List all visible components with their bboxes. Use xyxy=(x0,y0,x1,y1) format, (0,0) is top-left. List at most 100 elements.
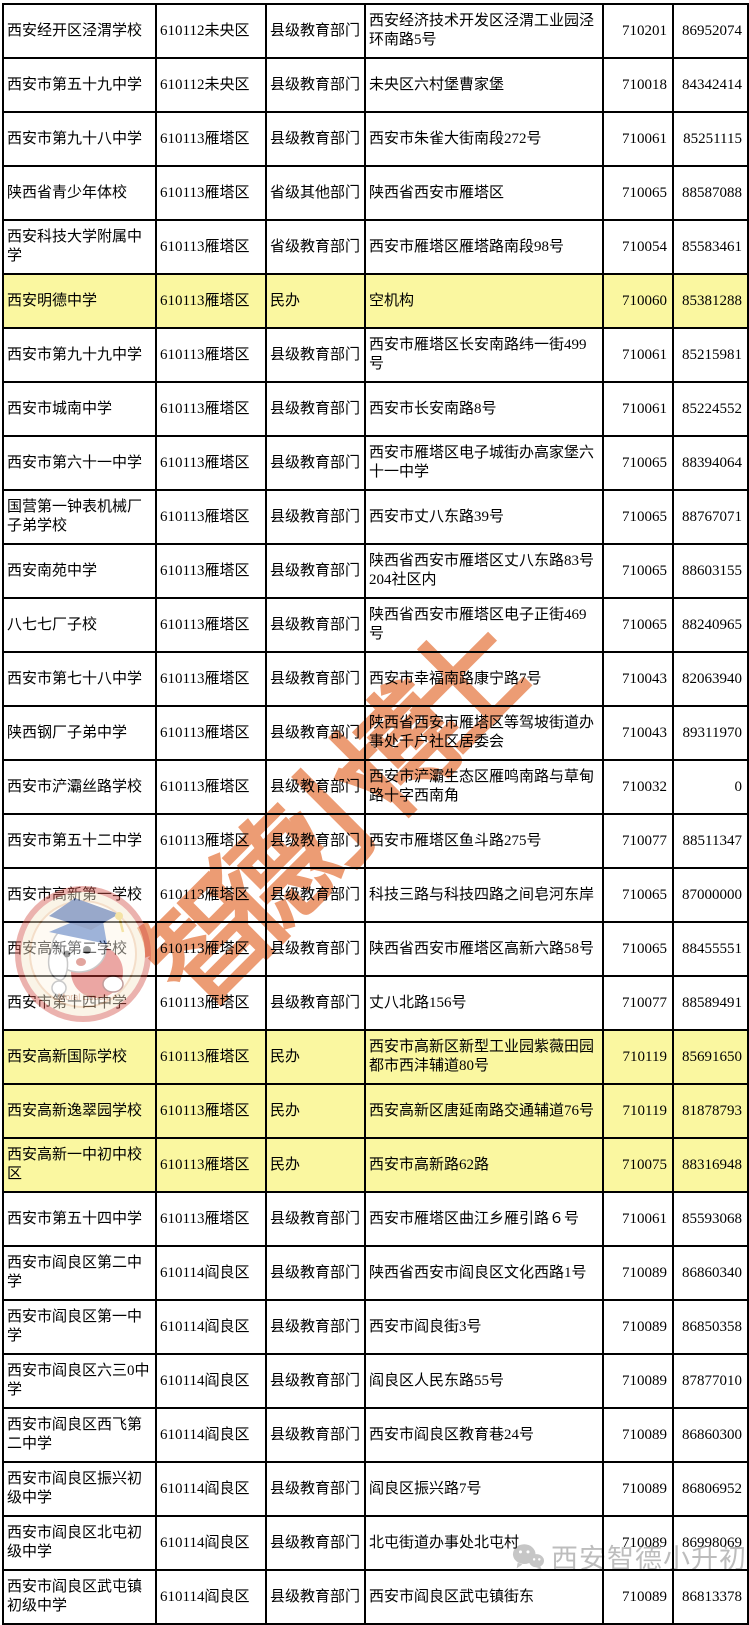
table-row: 西安市第十四中学 610113雁塔区 县级教育部门 丈八北路156号 710077 885… xyxy=(2,975,749,1031)
table-row: 西安市高新第一学校 610113雁塔区 县级教育部门 科技三路与科技四路之间皂河东岸 7… xyxy=(2,867,749,923)
table-row: 西安市第九十九中学 610113雁塔区 县级教育部门 西安市雁塔区长安南路纬一街499… xyxy=(2,327,749,383)
cell-district-code: 610114阎良区 xyxy=(155,1353,267,1409)
table-row: 西安市阎良区第二中学 610114阎良区 县级教育部门 陕西省西安市阎良区文化西路1号… xyxy=(2,1245,749,1301)
cell-school-name: 西安明德中学 xyxy=(2,273,157,329)
cell-postal-code: 710060 xyxy=(602,273,674,329)
cell-school-name: 西安市阎良区西飞第二中学 xyxy=(2,1407,157,1463)
cell-district-code: 610113雁塔区 xyxy=(155,1083,267,1139)
cell-district-code: 610113雁塔区 xyxy=(155,111,267,167)
table-row: 西安市第六十一中学 610113雁塔区 县级教育部门 西安市雁塔区电子城街办高家堡六十… xyxy=(2,435,749,491)
cell-district-code: 610113雁塔区 xyxy=(155,489,267,545)
cell-phone: 84342414 xyxy=(672,57,749,113)
cell-management: 县级教育部门 xyxy=(265,327,366,383)
cell-address: 西安市高新区新型工业园紫薇田园都市西沣辅道80号 xyxy=(364,1029,604,1085)
cell-phone: 82063940 xyxy=(672,651,749,707)
cell-management: 县级教育部门 xyxy=(265,1299,366,1355)
cell-phone: 88767071 xyxy=(672,489,749,545)
table-row: 西安科技大学附属中学 610113雁塔区 省级教育部门 西安市雁塔区雁塔路南段98号 7… xyxy=(2,219,749,275)
cell-school-name: 西安市第九十九中学 xyxy=(2,327,157,383)
cell-district-code: 610113雁塔区 xyxy=(155,543,267,599)
table-row: 陕西省青少年体校 610113雁塔区 省级其他部门 陕西省西安市雁塔区 710065 88… xyxy=(2,165,749,221)
cell-address: 西安市雁塔区电子城街办高家堡六十一中学 xyxy=(364,435,604,491)
cell-phone: 86860340 xyxy=(672,1245,749,1301)
cell-address: 西安市长安南路8号 xyxy=(364,381,604,437)
cell-address: 阎良区振兴路7号 xyxy=(364,1461,604,1517)
cell-phone: 86850358 xyxy=(672,1299,749,1355)
cell-address: 陕西省西安市雁塔区高新六路58号 xyxy=(364,921,604,977)
cell-management: 县级教育部门 xyxy=(265,111,366,167)
table-row: 西安市第五十九中学 610112未央区 县级教育部门 未央区六村堡曹家堡 710018 8… xyxy=(2,57,749,113)
schools-table: 西安经开区泾渭学校 610112未央区 县级教育部门 西安经济技术开发区泾渭工业园泾环… xyxy=(2,3,749,1625)
cell-school-name: 西安市阎良区六三0中学 xyxy=(2,1353,157,1409)
cell-postal-code: 710065 xyxy=(602,435,674,491)
cell-district-code: 610114阎良区 xyxy=(155,1299,267,1355)
cell-management: 县级教育部门 xyxy=(265,867,366,923)
cell-management: 县级教育部门 xyxy=(265,3,366,59)
cell-phone: 88394064 xyxy=(672,435,749,491)
cell-postal-code: 710065 xyxy=(602,489,674,545)
cell-address: 西安市雁塔区鱼斗路275号 xyxy=(364,813,604,869)
cell-school-name: 西安市第九十八中学 xyxy=(2,111,157,167)
table-row: 西安市阎良区武屯镇初级中学 610114阎良区 县级教育部门 西安市阎良区武屯镇街东 7… xyxy=(2,1569,749,1625)
cell-district-code: 610113雁塔区 xyxy=(155,1191,267,1247)
cell-management: 县级教育部门 xyxy=(265,975,366,1031)
cell-phone: 85583461 xyxy=(672,219,749,275)
cell-address: 西安市浐灞生态区雁鸣南路与草甸路十字西南角 xyxy=(364,759,604,815)
cell-school-name: 陕西钢厂子弟中学 xyxy=(2,705,157,761)
cell-district-code: 610113雁塔区 xyxy=(155,165,267,221)
cell-postal-code: 710077 xyxy=(602,813,674,869)
cell-management: 民办 xyxy=(265,1137,366,1193)
cell-postal-code: 710061 xyxy=(602,111,674,167)
table-row: 西安市浐灞丝路学校 610113雁塔区 县级教育部门 西安市浐灞生态区雁鸣南路与草甸路… xyxy=(2,759,749,815)
cell-postal-code: 710043 xyxy=(602,705,674,761)
table-row: 西安明德中学 610113雁塔区 民办 空机构 710060 85381288 xyxy=(2,273,749,329)
cell-school-name: 西安高新一中初中校区 xyxy=(2,1137,157,1193)
cell-phone: 85381288 xyxy=(672,273,749,329)
cell-phone: 88589491 xyxy=(672,975,749,1031)
cell-school-name: 西安经开区泾渭学校 xyxy=(2,3,157,59)
table-row: 西安市第五十二中学 610113雁塔区 县级教育部门 西安市雁塔区鱼斗路275号 710… xyxy=(2,813,749,869)
cell-management: 县级教育部门 xyxy=(265,543,366,599)
cell-management: 县级教育部门 xyxy=(265,1515,366,1571)
cell-phone: 85691650 xyxy=(672,1029,749,1085)
cell-school-name: 西安市浐灞丝路学校 xyxy=(2,759,157,815)
cell-management: 县级教育部门 xyxy=(265,921,366,977)
cell-postal-code: 710061 xyxy=(602,327,674,383)
cell-management: 县级教育部门 xyxy=(265,435,366,491)
cell-management: 县级教育部门 xyxy=(265,1407,366,1463)
cell-postal-code: 710089 xyxy=(602,1461,674,1517)
cell-district-code: 610113雁塔区 xyxy=(155,1137,267,1193)
table-row: 西安市第九十八中学 610113雁塔区 县级教育部门 西安市朱雀大街南段272号 710… xyxy=(2,111,749,167)
cell-district-code: 610113雁塔区 xyxy=(155,705,267,761)
table-row: 西安高新国际学校 610113雁塔区 民办 西安市高新区新型工业园紫薇田园都市西沣辅道… xyxy=(2,1029,749,1085)
cell-district-code: 610114阎良区 xyxy=(155,1515,267,1571)
cell-address: 西安市高新路62路 xyxy=(364,1137,604,1193)
table-row: 西安市第七十八中学 610113雁塔区 县级教育部门 西安市幸福南路康宁路7号 7100… xyxy=(2,651,749,707)
cell-postal-code: 710089 xyxy=(602,1515,674,1571)
cell-address: 西安市雁塔区曲江乡雁引路６号 xyxy=(364,1191,604,1247)
table-row: 八七七厂子校 610113雁塔区 县级教育部门 陕西省西安市雁塔区电子正街469号 71… xyxy=(2,597,749,653)
cell-management: 省级其他部门 xyxy=(265,165,366,221)
cell-school-name: 西安市第五十四中学 xyxy=(2,1191,157,1247)
table-row: 西安市阎良区六三0中学 610114阎良区 县级教育部门 阎良区人民东路55号 7100… xyxy=(2,1353,749,1409)
cell-management: 县级教育部门 xyxy=(265,1245,366,1301)
cell-school-name: 西安市高新第一学校 xyxy=(2,867,157,923)
table-row: 西安高新一中初中校区 610113雁塔区 民办 西安市高新路62路 710075 8831… xyxy=(2,1137,749,1193)
cell-school-name: 西安市阎良区北屯初级中学 xyxy=(2,1515,157,1571)
cell-postal-code: 710065 xyxy=(602,165,674,221)
cell-postal-code: 710089 xyxy=(602,1353,674,1409)
cell-district-code: 610112未央区 xyxy=(155,57,267,113)
cell-postal-code: 710065 xyxy=(602,543,674,599)
cell-management: 县级教育部门 xyxy=(265,651,366,707)
cell-address: 科技三路与科技四路之间皂河东岸 xyxy=(364,867,604,923)
cell-postal-code: 710089 xyxy=(602,1299,674,1355)
cell-postal-code: 710061 xyxy=(602,381,674,437)
cell-address: 西安市阎良区教育巷24号 xyxy=(364,1407,604,1463)
cell-phone: 89311970 xyxy=(672,705,749,761)
table-row: 西安高新逸翠园学校 610113雁塔区 民办 西安高新区唐延南路交通辅道76号 7101… xyxy=(2,1083,749,1139)
cell-management: 县级教育部门 xyxy=(265,705,366,761)
table-row: 西安市阎良区北屯初级中学 610114阎良区 县级教育部门 北屯街道办事处北屯村 710… xyxy=(2,1515,749,1571)
cell-address: 陕西省西安市雁塔区丈八东路83号204社区内 xyxy=(364,543,604,599)
cell-address: 丈八北路156号 xyxy=(364,975,604,1031)
